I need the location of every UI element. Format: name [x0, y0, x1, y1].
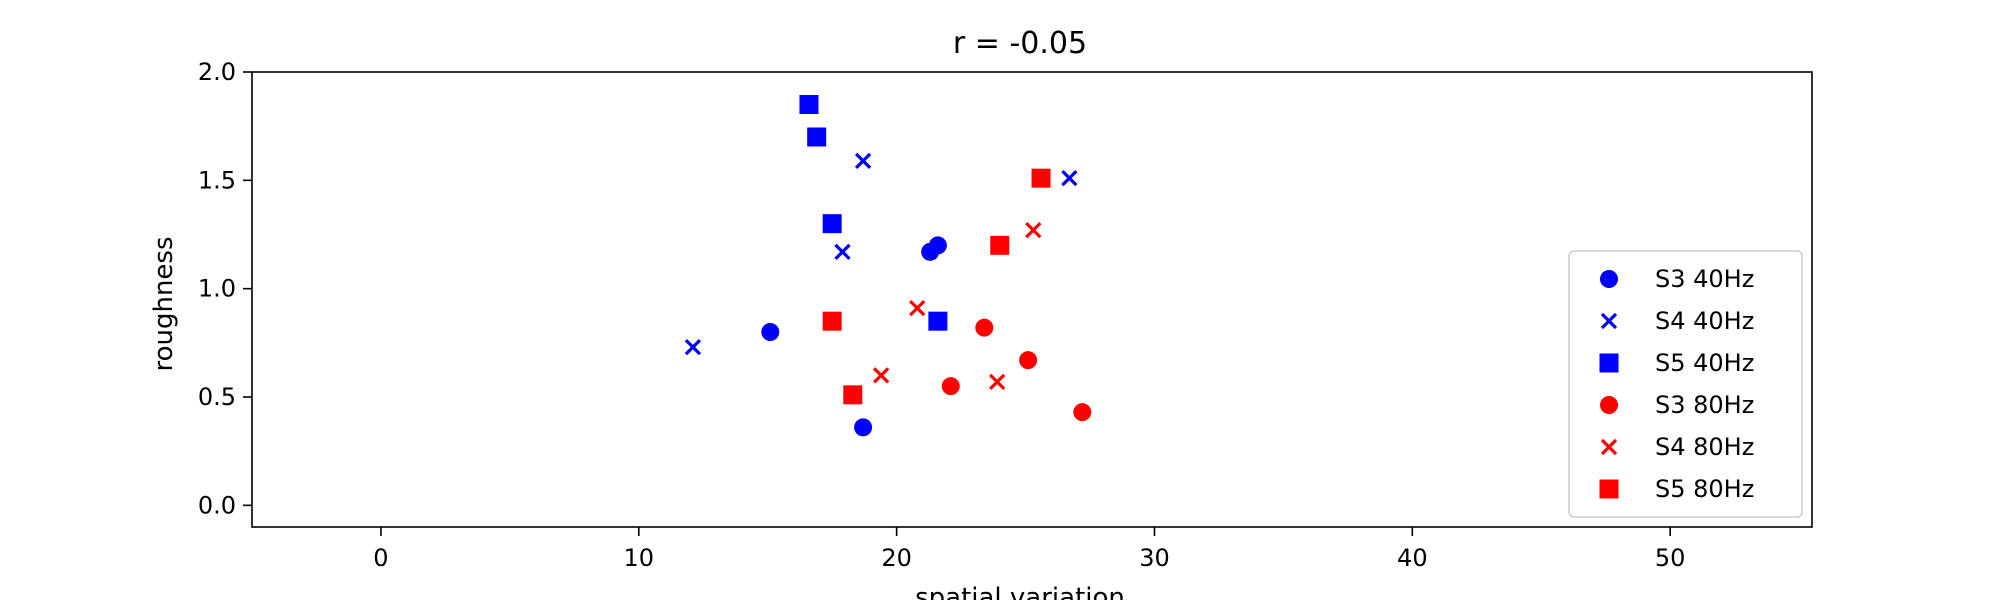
legend-label: S3 80Hz [1655, 391, 1754, 419]
data-point [975, 318, 994, 337]
legend-label: S5 80Hz [1655, 475, 1754, 503]
legend-box [1568, 250, 1803, 518]
x-axis: 0 10 20 30 40 50 [373, 527, 1685, 572]
chart-title: r = -0.05 [953, 26, 1087, 61]
data-point [989, 373, 1006, 390]
x-tick-label: 30 [1139, 544, 1170, 572]
legend-marker [1600, 312, 1618, 330]
x-tick-label: 10 [624, 544, 655, 572]
y-axis-label: roughness [149, 236, 179, 371]
data-point [941, 377, 960, 396]
data-point [761, 323, 780, 341]
y-tick-label: 2.0 [198, 58, 236, 86]
legend-label: S4 40Hz [1655, 307, 1754, 335]
plot-area [251, 71, 1813, 528]
x-tick-label: 20 [881, 544, 912, 572]
data-point [928, 311, 948, 331]
legend-marker [1600, 396, 1618, 414]
y-tick-label: 0.5 [198, 383, 236, 411]
y-tick-label: 1.5 [198, 166, 236, 194]
data-point [799, 95, 819, 114]
data-point [822, 311, 842, 331]
data-point [854, 152, 872, 169]
legend-marker [1600, 438, 1618, 456]
x-axis-label: spatial variation [915, 583, 1125, 600]
data-point [834, 243, 851, 260]
data-point [807, 127, 827, 147]
data-point [854, 418, 873, 437]
y-axis: 0.0 0.5 1.0 1.5 2.0 [198, 58, 252, 519]
x-tick-label: 50 [1655, 544, 1686, 572]
legend-marker [1600, 270, 1618, 288]
legend-label: S3 40Hz [1655, 265, 1754, 293]
x-tick-label: 40 [1397, 544, 1428, 572]
data-point [1061, 170, 1078, 187]
legend: S3 40Hz S4 40Hz S5 40Hz S3 80Hz S4 80Hz S5 80… [1568, 250, 1803, 518]
data-point [990, 235, 1010, 255]
legend-label: S5 40Hz [1655, 349, 1754, 377]
data-point [1019, 351, 1038, 370]
data-point [1073, 403, 1092, 422]
data-point [909, 300, 926, 317]
data-point [928, 236, 947, 255]
legend-label: S4 80Hz [1655, 433, 1754, 461]
data-markers [684, 95, 1092, 437]
data-point [1031, 168, 1051, 188]
data-point [873, 367, 890, 384]
legend-marker [1599, 479, 1619, 499]
plot-frame [251, 71, 1813, 528]
data-point [1025, 222, 1042, 239]
data-point [822, 214, 842, 234]
legend-marker [1599, 353, 1619, 373]
data-point [843, 385, 863, 405]
y-tick-label: 1.0 [198, 275, 236, 303]
data-point [684, 339, 702, 356]
x-tick-label: 0 [373, 544, 388, 572]
y-tick-label: 0.0 [198, 491, 236, 519]
